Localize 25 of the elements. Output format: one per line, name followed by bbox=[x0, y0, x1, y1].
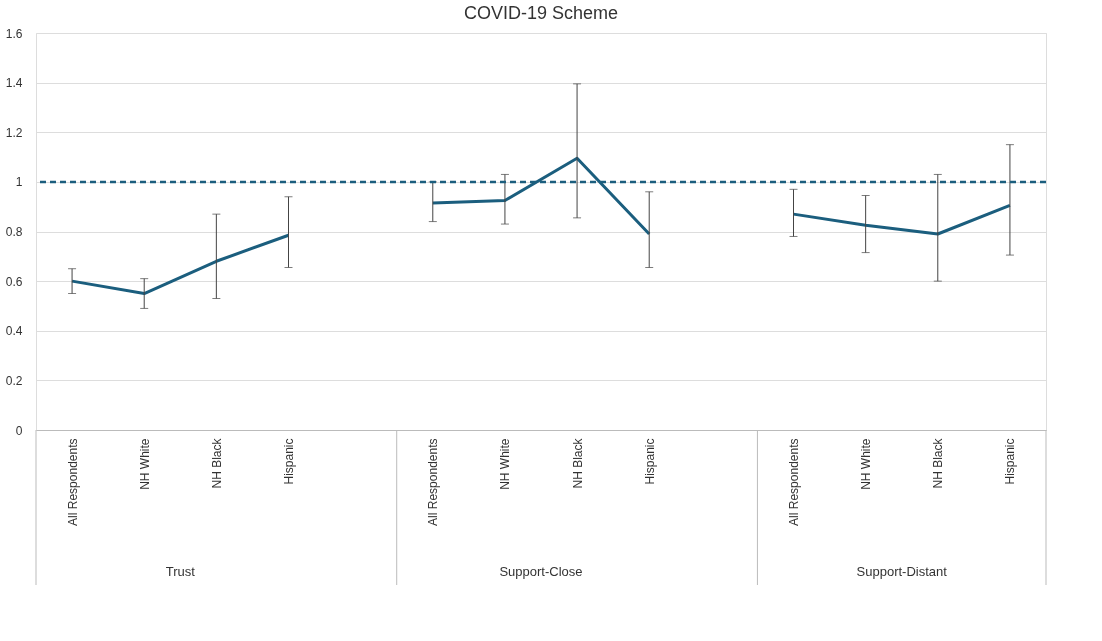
y-tick-label: 0.8 bbox=[5, 225, 23, 239]
x-tick-label: NH Black bbox=[209, 437, 224, 489]
y-tick-label: 0.4 bbox=[5, 324, 23, 339]
y-tick-label: 0.6 bbox=[5, 274, 23, 289]
text: Support-Close bbox=[499, 564, 583, 579]
x-tick-label: Hispanic bbox=[282, 438, 296, 485]
y-tick-label: 0.2 bbox=[5, 373, 23, 388]
x-tick-label: NH White bbox=[498, 438, 513, 490]
x-tick-label: All Respondents bbox=[787, 438, 801, 526]
text: Support-Distant bbox=[856, 564, 948, 579]
y-tick-label: 1 bbox=[15, 175, 23, 190]
y-tick-label: 0 bbox=[15, 423, 23, 438]
chart-title: COVID-19 Scheme bbox=[463, 3, 619, 23]
text: Trust bbox=[165, 564, 196, 579]
x-tick-label: Hispanic bbox=[1003, 438, 1018, 485]
x-tick-label: NH White bbox=[859, 438, 874, 490]
x-tick-label: NH Black bbox=[931, 437, 946, 489]
x-tick-label: NH Black bbox=[570, 437, 585, 489]
y-tick-label: 1.6 bbox=[5, 26, 23, 41]
y-tick-label: 1.4 bbox=[5, 76, 23, 91]
x-tick-label: All Respondents bbox=[65, 438, 80, 526]
x-tick-label: NH White bbox=[137, 438, 152, 490]
y-tick-label: 1.2 bbox=[5, 125, 23, 140]
x-tick-label: All Respondents bbox=[426, 438, 441, 526]
x-tick-label: Hispanic bbox=[642, 438, 657, 485]
